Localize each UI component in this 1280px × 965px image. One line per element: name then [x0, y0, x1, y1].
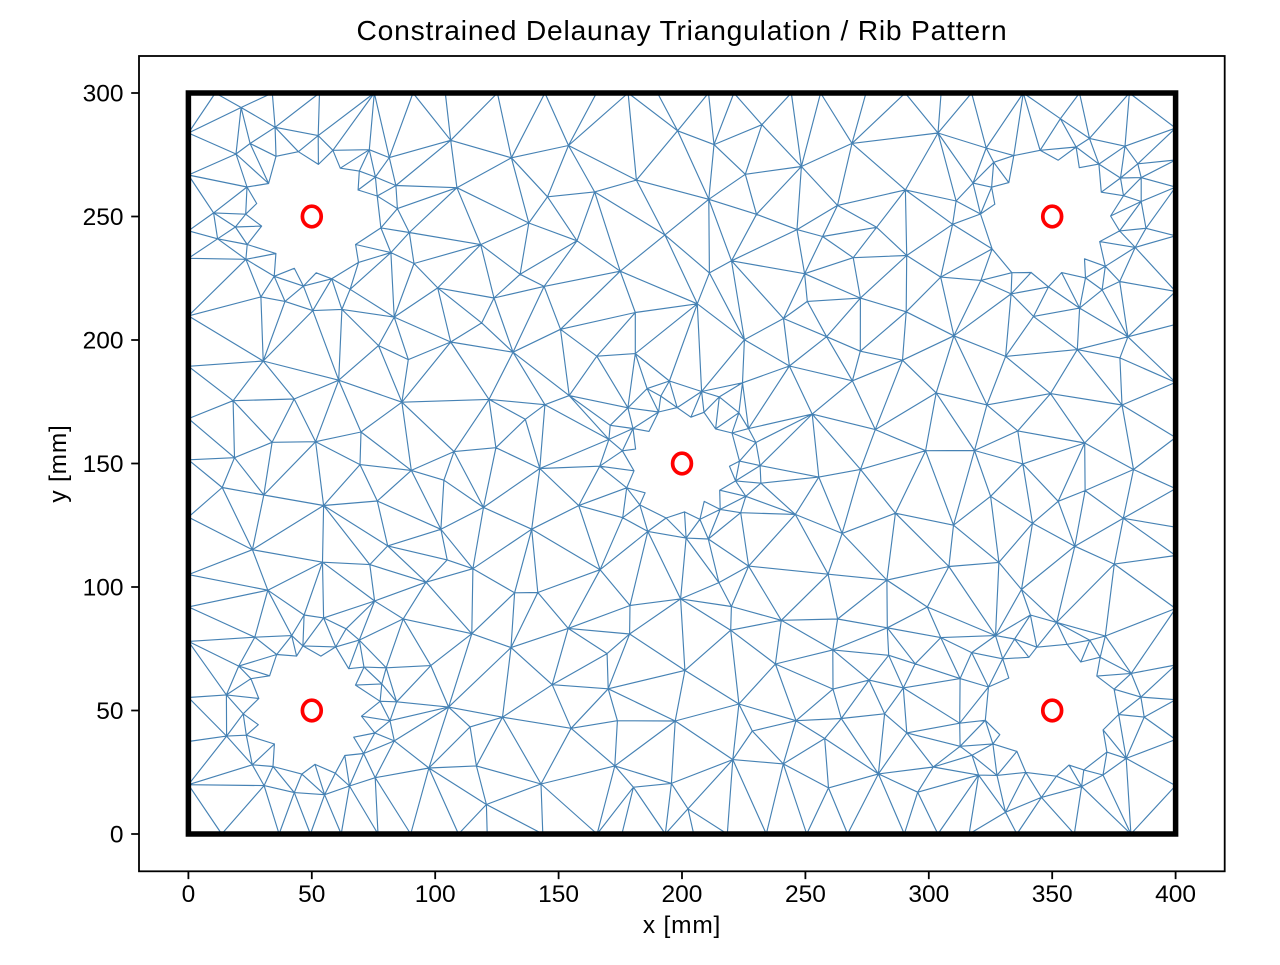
svg-text:50: 50 — [96, 698, 123, 725]
svg-text:350: 350 — [1032, 881, 1073, 908]
svg-text:x [mm]: x [mm] — [643, 912, 721, 939]
svg-text:150: 150 — [538, 881, 579, 908]
svg-text:200: 200 — [662, 881, 703, 908]
svg-text:Constrained Delaunay Triangula: Constrained Delaunay Triangulation / Rib… — [356, 14, 1007, 46]
svg-text:300: 300 — [908, 881, 949, 908]
svg-text:0: 0 — [182, 881, 196, 908]
svg-text:150: 150 — [83, 451, 124, 478]
svg-text:250: 250 — [785, 881, 826, 908]
svg-text:0: 0 — [110, 822, 124, 849]
svg-text:400: 400 — [1155, 881, 1196, 908]
svg-text:100: 100 — [415, 881, 456, 908]
svg-text:250: 250 — [83, 204, 124, 231]
svg-text:300: 300 — [83, 81, 124, 108]
svg-text:200: 200 — [83, 328, 124, 355]
svg-text:y [mm]: y [mm] — [45, 424, 72, 502]
svg-text:50: 50 — [298, 881, 325, 908]
svg-text:100: 100 — [83, 575, 124, 602]
